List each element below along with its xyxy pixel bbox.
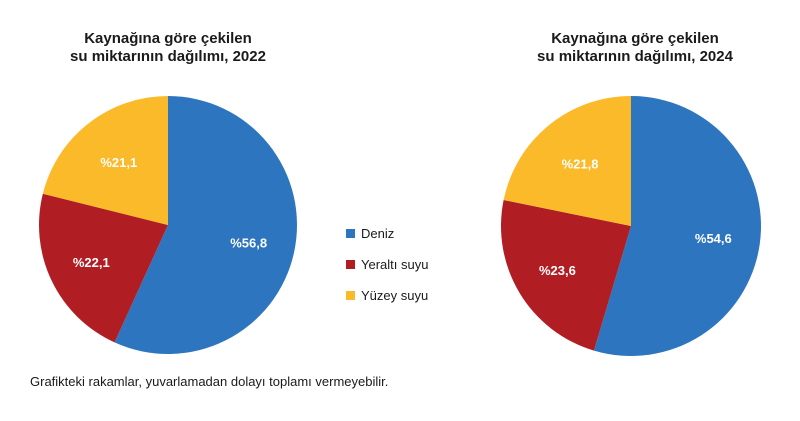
- legend: Deniz Yeraltı suyu Yüzey suyu: [346, 224, 428, 317]
- pie-slice-deniz-2024: [593, 96, 761, 356]
- chart-title-2024-line-1: Kaynağına göre çekilen: [551, 30, 719, 47]
- pie-label-yeralti-suyu-2022: %22,1: [73, 255, 110, 270]
- pie-label-yuzey-suyu-2022: %21,1: [100, 155, 137, 170]
- pie-slice-yuzey-suyu-2024: [503, 96, 631, 226]
- legend-label-deniz: Deniz: [361, 225, 395, 241]
- legend-label-yeralti-suyu: Yeraltı suyu: [361, 256, 429, 272]
- pie-label-deniz-2022: %56,8: [230, 236, 267, 251]
- chart-title-2022-line-1: Kaynağına göre çekilen: [84, 30, 252, 47]
- pie-label-deniz-2024: %54,6: [695, 231, 732, 246]
- chart-title-2022-line-2: su miktarının dağılımı, 2022: [70, 48, 266, 65]
- legend-swatch-yeralti-suyu: [346, 259, 355, 269]
- pie-slice-yeralti-suyu-2024: [501, 200, 631, 351]
- pie-slice-yeralti-suyu-2022: [38, 193, 169, 343]
- footnote: Grafikteki rakamlar, yuvarlamadan dolayı…: [30, 374, 389, 389]
- legend-swatch-yuzey-suyu: [346, 290, 355, 300]
- pie-slice-deniz-2022: [114, 96, 297, 355]
- pie-slice-yuzey-suyu-2022: [42, 96, 168, 225]
- legend-swatch-deniz: [346, 228, 355, 238]
- pie-chart-2022: %56,8 %22,1 %21,1: [38, 96, 297, 355]
- chart-title-2024-line-2: su miktarının dağılımı, 2024: [537, 48, 733, 65]
- chart-title-2022: Kaynağına göre çekilen su miktarının dağ…: [38, 30, 298, 66]
- legend-label-yuzey-suyu: Yüzey suyu: [361, 287, 429, 303]
- legend-item-deniz: Deniz: [346, 224, 428, 242]
- pie-label-yeralti-suyu-2024: %23,6: [539, 263, 576, 278]
- legend-item-yuzey-suyu: Yüzey suyu: [346, 286, 428, 304]
- chart-title-2024: Kaynağına göre çekilen su miktarının dağ…: [500, 30, 770, 66]
- pie-label-yuzey-suyu-2024: %21,8: [562, 157, 599, 172]
- pie-chart-2024: %54,6 %23,6 %21,8: [501, 96, 761, 356]
- legend-item-yeralti-suyu: Yeraltı suyu: [346, 255, 428, 273]
